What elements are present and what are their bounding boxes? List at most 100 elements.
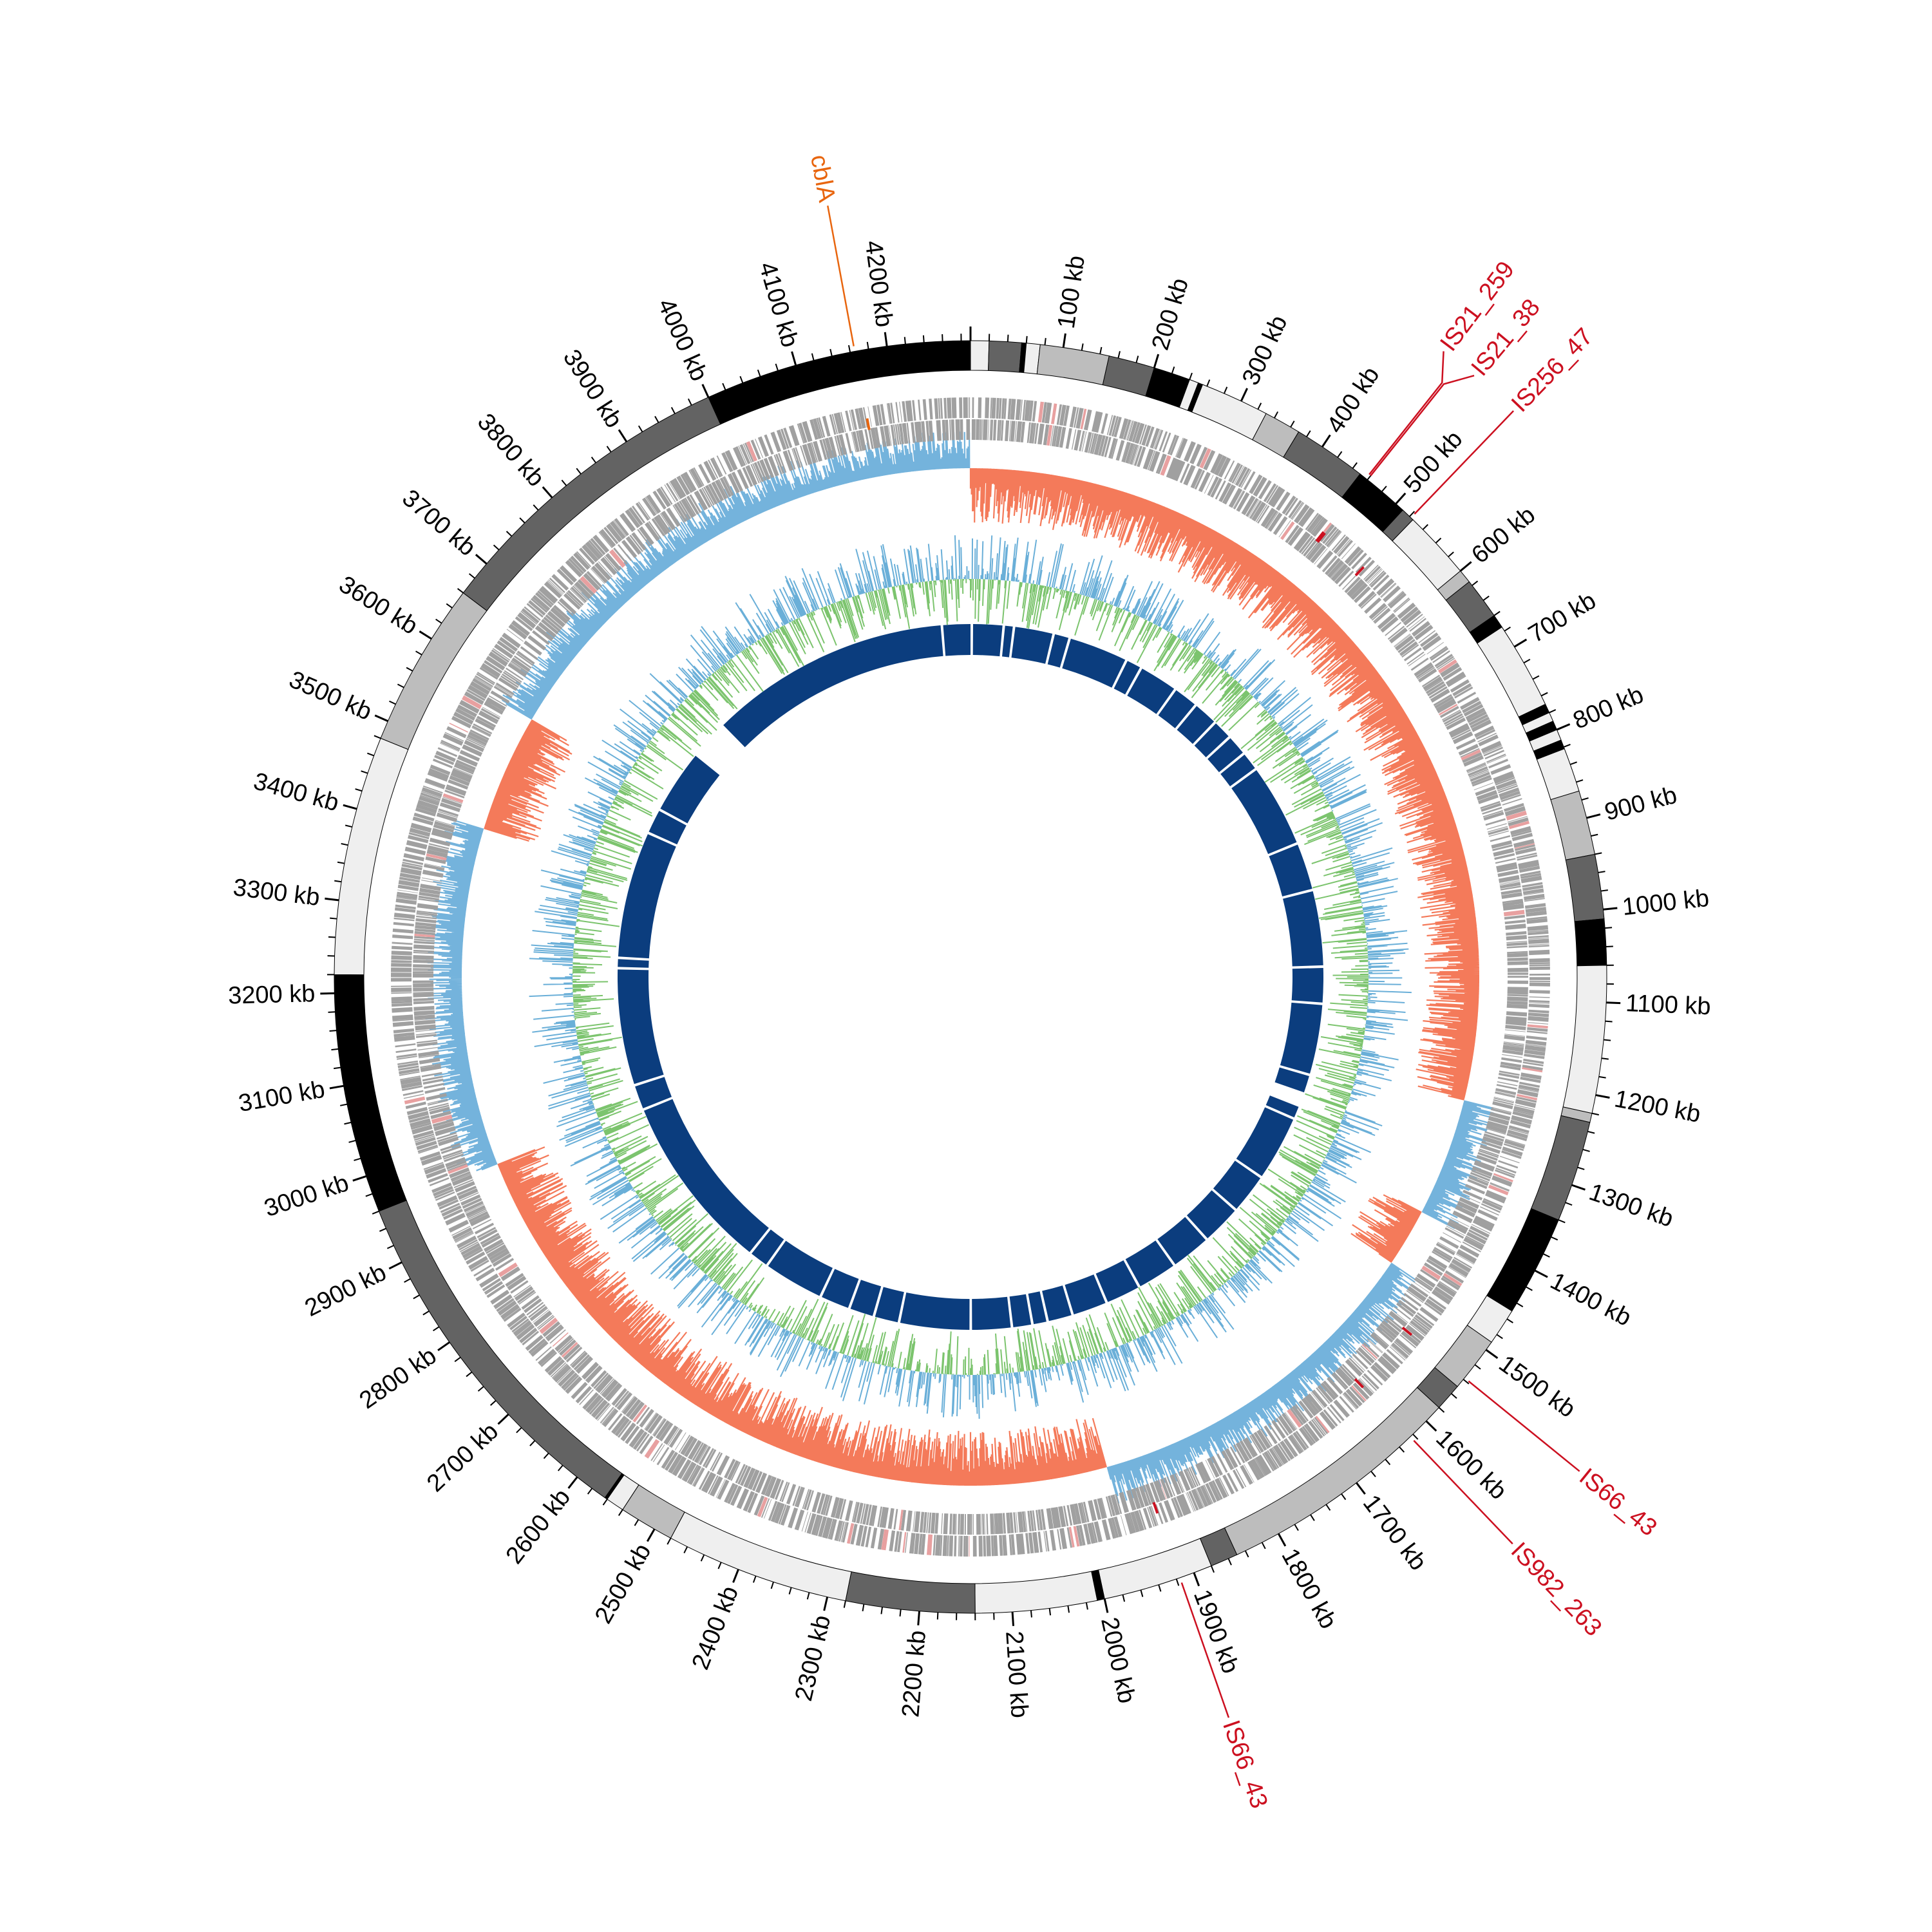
minor-tick xyxy=(654,415,659,423)
major-tick xyxy=(388,1261,402,1270)
major-tick xyxy=(497,1414,509,1425)
coverage-block xyxy=(1291,968,1323,1003)
gc-content-above xyxy=(529,535,1412,1419)
minor-tick xyxy=(1325,1504,1331,1511)
minor-tick xyxy=(1135,355,1139,363)
major-tick xyxy=(542,486,553,498)
minor-tick xyxy=(829,348,833,356)
tick-label: 400 kb xyxy=(1321,362,1385,438)
minor-tick xyxy=(415,650,422,656)
minor-tick xyxy=(1171,366,1175,374)
tick-label: 1000 kb xyxy=(1621,885,1710,921)
major-tick xyxy=(1321,434,1331,448)
tick-label: 1400 kb xyxy=(1546,1267,1635,1332)
minor-tick xyxy=(1482,595,1490,601)
tick-label: 3300 kb xyxy=(232,874,321,911)
minor-tick xyxy=(1605,1020,1613,1023)
contig-segment xyxy=(845,1571,976,1614)
minor-tick xyxy=(1244,1550,1249,1558)
contig-ring xyxy=(334,340,1607,1614)
coverage-block xyxy=(1042,1285,1072,1321)
tick-label: 3600 kb xyxy=(334,571,422,639)
minor-tick xyxy=(1067,1605,1070,1613)
minor-tick xyxy=(752,1575,757,1583)
major-tick xyxy=(791,351,797,366)
major-tick xyxy=(1153,354,1160,368)
coverage-block xyxy=(1095,1260,1139,1302)
gc-skew-negative xyxy=(424,431,1501,1504)
minor-tick xyxy=(1504,626,1511,632)
minor-tick xyxy=(866,341,869,349)
minor-tick xyxy=(337,861,345,864)
minor-tick xyxy=(1591,1112,1599,1116)
minor-tick xyxy=(379,1227,386,1232)
tick-label: 800 kb xyxy=(1569,681,1647,735)
minor-tick xyxy=(1474,1364,1481,1370)
coverage-block xyxy=(1220,754,1255,786)
minor-tick xyxy=(1463,1379,1470,1385)
coverage-block xyxy=(617,969,664,1084)
major-tick xyxy=(1425,1420,1437,1432)
minor-tick xyxy=(1158,1584,1162,1592)
minor-tick xyxy=(811,353,815,361)
major-tick xyxy=(701,384,710,398)
minor-tick xyxy=(739,375,744,383)
coverage-block xyxy=(1186,1190,1235,1238)
major-tick xyxy=(1556,723,1571,731)
minor-tick xyxy=(1526,1286,1533,1291)
tick-label: 3400 kb xyxy=(251,768,342,817)
gc-content-below xyxy=(572,578,1369,1376)
minor-tick xyxy=(339,1103,348,1106)
minor-tick xyxy=(477,1386,484,1392)
coverage-block xyxy=(1280,1002,1323,1074)
annotation-leader-line xyxy=(827,205,855,346)
minor-tick xyxy=(354,1157,361,1161)
minor-tick xyxy=(1435,537,1442,544)
major-tick xyxy=(1571,1184,1586,1191)
minor-tick xyxy=(1294,1524,1299,1531)
coverage-block xyxy=(618,834,676,959)
minor-tick xyxy=(1099,346,1103,354)
coverage-block xyxy=(1125,1240,1173,1287)
minor-tick xyxy=(519,517,526,524)
minor-tick xyxy=(1558,1219,1566,1224)
major-tick xyxy=(884,332,888,346)
coverage-block xyxy=(1028,1291,1046,1325)
major-tick xyxy=(732,1569,739,1583)
minor-tick xyxy=(1496,1334,1503,1340)
minor-tick xyxy=(922,335,925,343)
minor-tick xyxy=(1601,1057,1609,1060)
coverage-block xyxy=(1177,706,1215,744)
annotation-marker xyxy=(1401,1326,1413,1336)
minor-tick xyxy=(341,843,348,846)
tick-label: 2700 kb xyxy=(422,1418,504,1497)
minor-tick xyxy=(344,1121,352,1125)
minor-tick xyxy=(561,479,567,486)
minor-tick xyxy=(1581,797,1589,801)
coverage-block xyxy=(1194,723,1229,757)
coverage-block xyxy=(1002,625,1013,658)
annotation-marker xyxy=(1152,1502,1159,1514)
minor-tick xyxy=(446,603,453,609)
minor-tick xyxy=(618,1509,623,1516)
annotation-leader-line xyxy=(1468,1380,1580,1472)
minor-tick xyxy=(862,1604,865,1612)
major-tick xyxy=(567,1476,578,1489)
minor-tick xyxy=(683,1546,688,1554)
coverage-block xyxy=(768,1240,833,1296)
minor-tick xyxy=(1516,1302,1524,1307)
minor-tick xyxy=(543,1452,549,1459)
coverage-block xyxy=(943,624,971,656)
tick-label: 4100 kb xyxy=(753,259,804,350)
coverage-block xyxy=(1009,1294,1032,1327)
minor-tick xyxy=(1605,927,1613,929)
major-tick xyxy=(1240,388,1248,402)
tick-label: 2900 kb xyxy=(301,1259,391,1322)
major-tick xyxy=(320,992,335,995)
minor-tick xyxy=(533,504,539,511)
contig-segment xyxy=(1098,1538,1212,1600)
minor-tick xyxy=(493,544,500,551)
minor-tick xyxy=(843,1600,846,1608)
tick-label: 4200 kb xyxy=(860,239,898,329)
